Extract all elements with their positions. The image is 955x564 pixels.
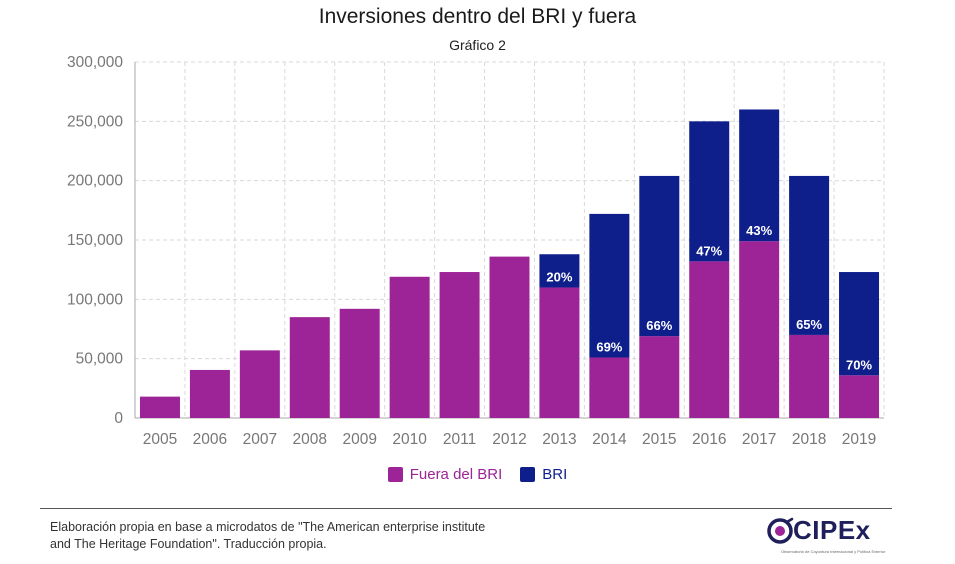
data-label-2014: 69% xyxy=(596,339,622,354)
source-line-1: Elaboración propia en base a microdatos … xyxy=(50,520,486,534)
data-label-2013: 20% xyxy=(546,269,572,284)
bar-bri-2013 xyxy=(539,254,580,288)
y-tick-label: 0 xyxy=(114,410,123,427)
source-note: Elaboración propia en base a microdatos … xyxy=(50,519,630,553)
bar-fuera-2006 xyxy=(189,369,230,418)
cipex-logo-mark-icon xyxy=(767,517,794,544)
bar-fuera-2014 xyxy=(589,357,630,418)
cipex-logo: CIPEx Observatorio de Coyuntura Internac… xyxy=(765,514,890,556)
data-label-2016: 47% xyxy=(696,243,722,258)
y-tick-label: 100,000 xyxy=(67,291,123,308)
x-tick-label-2017: 2017 xyxy=(742,431,776,448)
bar-bri-2015 xyxy=(639,175,680,337)
bar-bri-2014 xyxy=(589,213,630,358)
x-tick-label-2019: 2019 xyxy=(842,431,876,448)
bar-bri-2019 xyxy=(839,272,880,376)
y-tick-label: 150,000 xyxy=(67,232,123,249)
x-tick-label-2006: 2006 xyxy=(193,431,227,448)
legend-label-fuera: Fuera del BRI xyxy=(409,466,503,483)
bar-chart-plot: 0 50,000 100,000 150,000 200,000 250,000 300,0… xyxy=(67,54,885,448)
bar-fuera-2011 xyxy=(439,272,480,418)
chart-subtitle: Gráfico 2 xyxy=(449,37,506,53)
data-label-2019: 70% xyxy=(846,357,872,372)
bar-fuera-2018 xyxy=(789,334,830,418)
legend-swatch-bri xyxy=(520,467,536,482)
bar-fuera-2017 xyxy=(739,241,780,418)
bar-fuera-2009 xyxy=(339,308,380,418)
x-tick-label-2018: 2018 xyxy=(792,431,826,448)
x-tick-label-2010: 2010 xyxy=(392,431,427,448)
bar-fuera-2008 xyxy=(289,317,330,418)
y-tick-label: 200,000 xyxy=(67,173,123,190)
bar-bri-2016 xyxy=(689,121,730,262)
y-tick-label: 50,000 xyxy=(76,351,124,368)
data-label-2015: 66% xyxy=(646,318,672,333)
legend-item-fuera: Fuera del BRI xyxy=(387,466,503,483)
y-tick-label: 300,000 xyxy=(67,54,123,71)
x-tick-label-2016: 2016 xyxy=(692,431,726,448)
data-label-2018: 65% xyxy=(796,317,822,332)
legend-item-bri: BRI xyxy=(520,466,567,483)
chart-title: Inversiones dentro del BRI y fuera xyxy=(318,5,637,28)
x-tick-label-2014: 2014 xyxy=(592,431,627,448)
x-tick-label-2005: 2005 xyxy=(143,431,177,448)
cipex-logo-text: CIPEx xyxy=(793,515,871,545)
data-label-2017: 43% xyxy=(746,223,772,238)
x-tick-label-2012: 2012 xyxy=(492,431,526,448)
bar-bri-2017 xyxy=(739,109,780,242)
source-line-2: and The Heritage Foundation". Traducción… xyxy=(50,537,327,551)
bar-fuera-2019 xyxy=(839,375,880,418)
bar-fuera-2015 xyxy=(639,336,680,418)
x-tick-label-2015: 2015 xyxy=(642,431,676,448)
bar-fuera-2013 xyxy=(539,287,580,418)
bar-bri-2018 xyxy=(789,175,830,335)
x-tick-label-2009: 2009 xyxy=(342,431,376,448)
x-tick-label-2013: 2013 xyxy=(542,431,576,448)
legend-label-bri: BRI xyxy=(542,466,568,483)
legend-swatch-fuera xyxy=(387,467,403,482)
bar-fuera-2007 xyxy=(239,350,280,418)
chart-legend: Fuera del BRI BRI xyxy=(0,466,955,483)
cipex-logo-tagline: Observatorio de Coyuntura Internacional … xyxy=(781,549,886,554)
bar-fuera-2005 xyxy=(139,396,180,418)
bar-fuera-2012 xyxy=(489,256,530,418)
footer-divider xyxy=(40,508,892,509)
bar-fuera-2010 xyxy=(389,276,430,418)
x-tick-label-2011: 2011 xyxy=(443,431,476,448)
x-tick-label-2007: 2007 xyxy=(243,431,277,448)
x-tick-label-2008: 2008 xyxy=(293,431,327,448)
bar-fuera-2016 xyxy=(689,261,730,418)
y-tick-label: 250,000 xyxy=(67,113,123,130)
